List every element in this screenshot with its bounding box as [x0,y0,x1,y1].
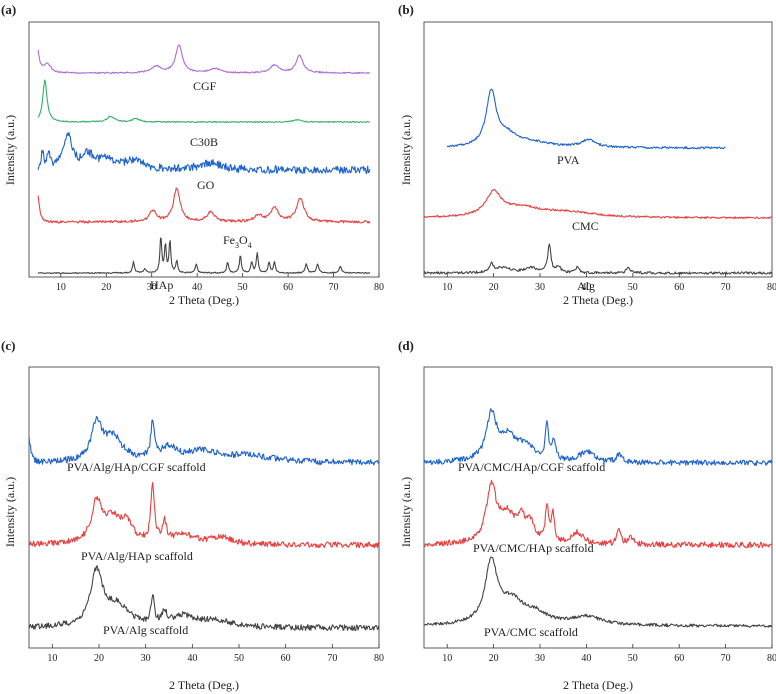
series-line-pva-alg-scaffold [28,565,380,631]
panel-a-x-ticks: 10 20 30 40 50 60 70 80 [56,273,384,293]
x-tick-label: 50 [234,653,244,664]
series-line-c30b [37,79,371,124]
x-tick-label: 60 [674,653,684,664]
series-line-pva-cmc-hap-scaffold [423,479,773,549]
series-line-go [37,131,371,175]
x-tick-label: 20 [489,282,499,293]
trace-label-hap: HAp [150,278,173,292]
series-line-pva [446,88,726,150]
panel-a-frame [28,21,380,278]
x-tick-label: 30 [535,282,545,293]
x-tick-label: 10 [56,282,66,293]
series-line-pva-cmc-hap-cgf-scaffold [423,408,773,466]
x-tick-label: 50 [238,282,248,293]
trace-label-pva-cmc-hap-cgf: PVA/CMC/HAp/CGF scaffold [458,460,605,474]
panel-a-y-axis-label: Intensity (a.u.) [3,115,17,185]
panel-b-y-axis-label: Intensity (a.u.) [399,115,413,185]
trace-label-pva-alg-hap-cgf: PVA/Alg/HAp/CGF scaffold [67,460,206,474]
x-tick-label: 50 [628,282,638,293]
panel-c: (c) 10 20 30 40 50 60 70 80 2 Theta (Deg.) Inte… [1,338,384,692]
panel-b: (b) 10 20 30 40 50 60 70 80 2 Theta (Deg.) Inte… [398,2,776,307]
x-tick-label: 20 [101,282,111,293]
x-tick-label: 40 [581,282,591,293]
x-tick-label: 80 [767,282,776,293]
trace-label-fe3o4: Fe3O4 [223,233,252,250]
panel-a-label: (a) [1,2,16,17]
x-tick-label: 80 [767,653,776,664]
trace-label-cmc: CMC [572,219,599,233]
x-tick-label: 10 [442,653,452,664]
x-tick-label: 10 [442,282,452,293]
panel-a-x-axis-label: 2 Theta (Deg.) [169,293,239,307]
series-line-hap [37,237,371,275]
x-tick-label: 80 [374,282,384,293]
series-line-alg [423,243,773,275]
series-line-pva-cmc-scaffold [423,556,773,628]
panel-d-x-axis-label: 2 Theta (Deg.) [563,678,633,692]
trace-label-cgf: CGF [193,79,217,93]
fe3o4-part-o: O [239,233,248,247]
trace-label-pva-cmc-hap: PVA/CMC/HAp scaffold [473,541,594,555]
x-tick-label: 70 [327,653,337,664]
trace-label-pva-cmc: PVA/CMC scaffold [484,625,578,639]
panel-c-label: (c) [1,338,15,353]
x-tick-label: 70 [721,653,731,664]
panel-a-traces [37,44,371,275]
x-tick-label: 40 [187,653,197,664]
trace-label-c30b: C30B [190,135,218,149]
fe3o4-part-4: 4 [248,241,252,250]
x-tick-label: 10 [47,653,57,664]
x-tick-label: 70 [329,282,339,293]
panel-c-x-axis-label: 2 Theta (Deg.) [169,678,239,692]
panel-b-label: (b) [398,2,414,17]
panel-d-traces [423,408,773,628]
panel-d-frame [423,366,773,649]
series-line-pva-alg-hap-scaffold [28,482,380,549]
panel-c-y-axis-label: Intensity (a.u.) [3,477,17,547]
series-line-cgf [37,44,370,75]
trace-label-pva: PVA [557,153,580,167]
panel-d-label: (d) [398,338,414,353]
x-tick-label: 70 [721,282,731,293]
panel-c-frame [28,366,380,649]
x-tick-label: 40 [192,282,202,293]
trace-label-pva-alg: PVA/Alg scaffold [103,623,188,637]
panel-d-y-axis-label: Intensity (a.u.) [399,477,413,547]
fe3o4-part-fe: Fe [223,233,235,247]
panel-b-frame [423,21,773,278]
panel-d: (d) 10 20 30 40 50 60 70 80 2 Theta (Deg.) Inte… [398,338,776,692]
x-tick-label: 20 [489,653,499,664]
trace-label-pva-alg-hap: PVA/Alg/HAp scaffold [81,549,193,563]
panel-c-x-ticks: 10 20 30 40 50 60 70 80 [47,644,384,664]
x-tick-label: 30 [147,282,157,293]
series-line-fe3o4 [37,187,371,224]
trace-label-go: GO [197,178,215,192]
x-tick-label: 60 [674,282,684,293]
x-tick-label: 80 [374,653,384,664]
panel-a: (a) 10 20 30 40 50 60 70 80 2 Theta (Deg.) Inte… [1,2,384,307]
x-tick-label: 60 [283,282,293,293]
panel-b-x-ticks: 10 20 30 40 50 60 70 80 [442,273,776,293]
panel-c-traces [28,416,380,631]
fe3o4-part-3: 3 [235,241,239,250]
x-tick-label: 40 [581,653,591,664]
panel-b-traces [423,88,773,275]
panel-d-x-ticks: 10 20 30 40 50 60 70 80 [442,644,776,664]
x-tick-label: 60 [281,653,291,664]
x-tick-label: 30 [535,653,545,664]
x-tick-label: 30 [141,653,151,664]
x-tick-label: 20 [94,653,104,664]
panel-b-x-axis-label: 2 Theta (Deg.) [563,293,633,307]
series-line-cmc [423,188,773,220]
trace-label-alg: Alg [577,279,595,293]
x-tick-label: 50 [628,653,638,664]
series-line-pva-alg-hap-cgf-scaffold [28,416,380,466]
